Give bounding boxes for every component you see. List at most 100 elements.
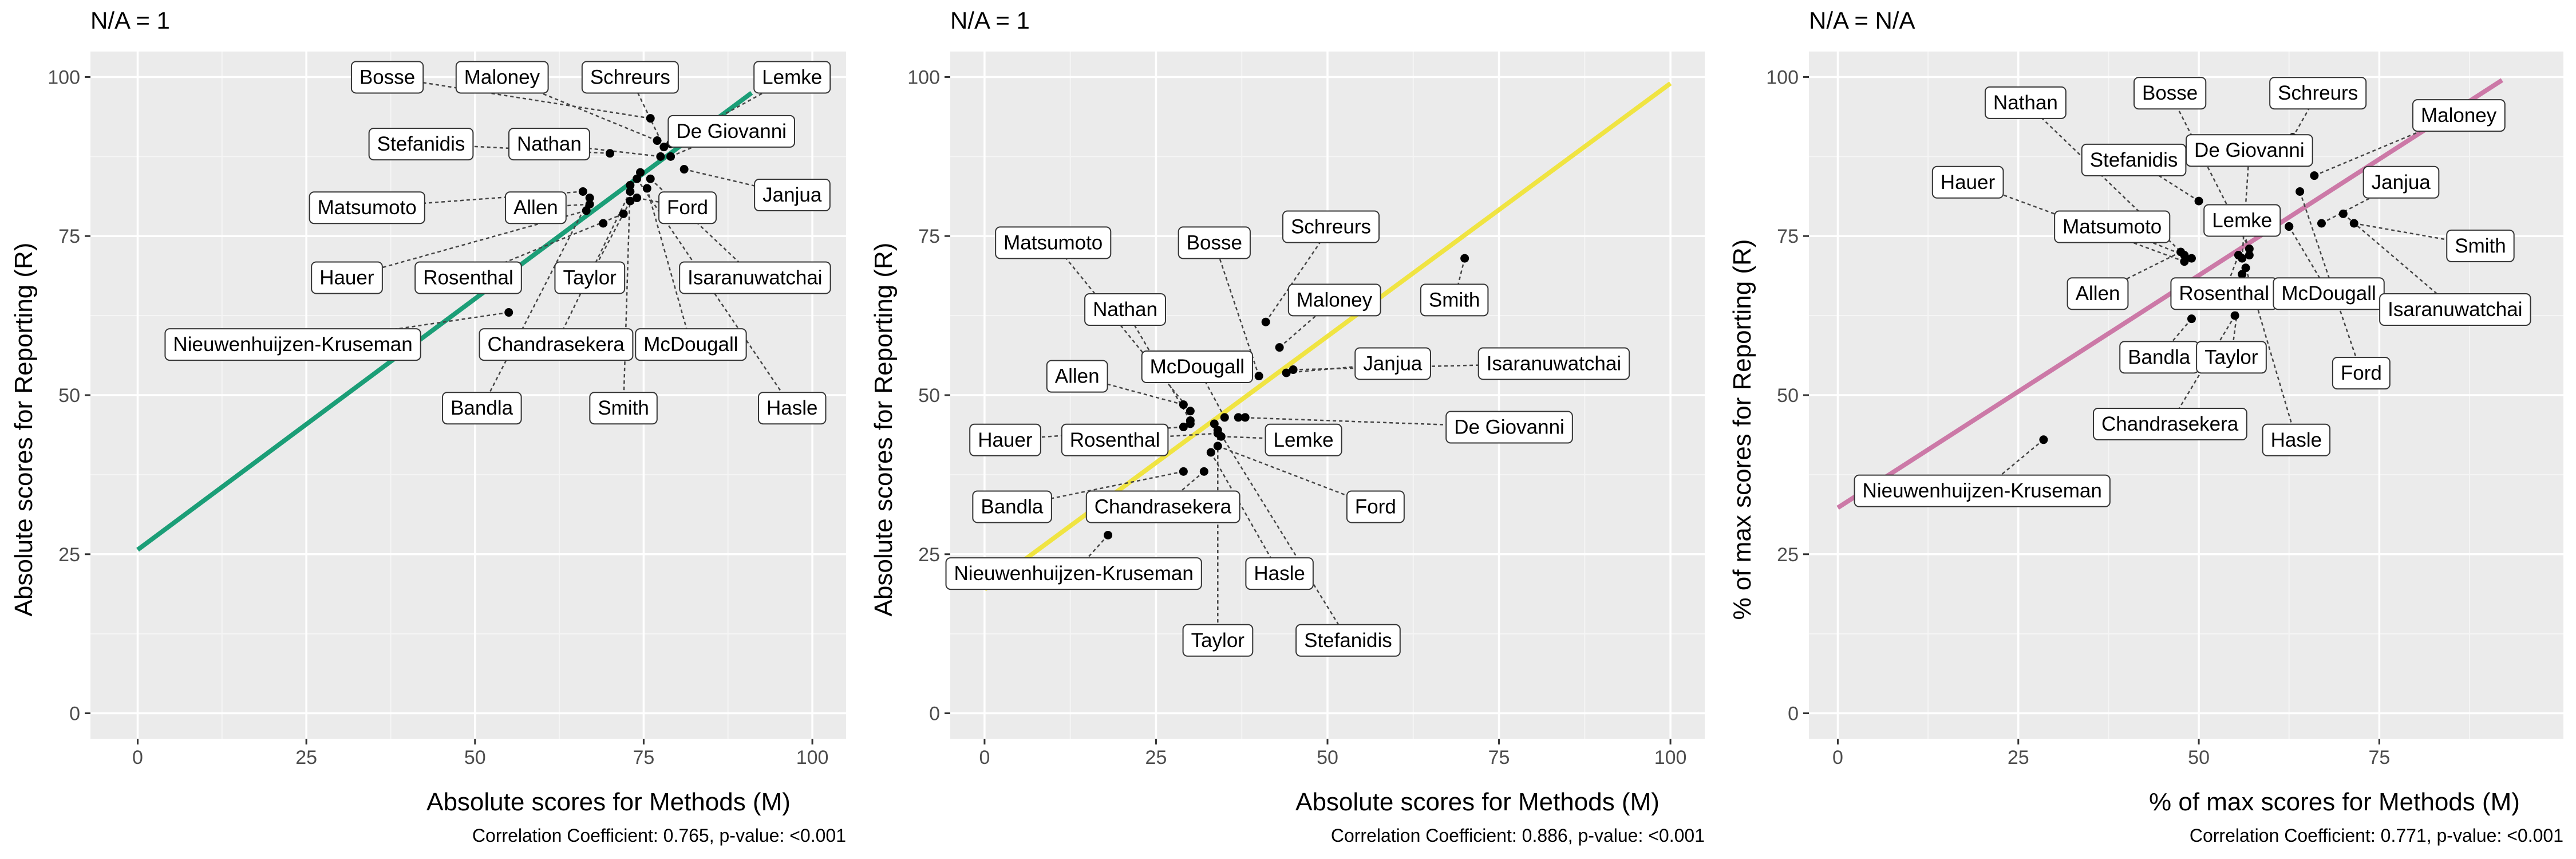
data-point — [1206, 448, 1215, 457]
data-label-text: Ford — [1355, 495, 1396, 518]
data-label: Isaranuwatchai — [679, 261, 831, 294]
data-label-box — [635, 328, 747, 361]
data-label-box — [2362, 166, 2440, 199]
x-tick-label: 100 — [796, 747, 829, 769]
y-tick-label: 50 — [58, 385, 80, 407]
x-axis-title: Absolute scores for Methods (M) — [426, 788, 791, 816]
regression-line — [1836, 78, 2503, 510]
label-connector — [2025, 101, 2185, 256]
data-label: Schreurs — [2269, 77, 2367, 110]
data-label: Chandrasekera — [2092, 408, 2247, 440]
data-point — [582, 206, 591, 215]
data-point — [2338, 209, 2348, 218]
x-axis-title: % of max scores for Methods (M) — [2149, 788, 2520, 816]
label-connector — [1981, 439, 2044, 491]
y-axis-title: Absolute scores for Reporting (R) — [870, 243, 898, 617]
data-label-text: Nathan — [1093, 298, 1157, 321]
data-label-text: Maloney — [2421, 104, 2497, 127]
x-tick-label: 75 — [2368, 747, 2390, 769]
y-tick-label: 0 — [69, 703, 80, 725]
label-connector — [646, 188, 692, 345]
data-label-box — [1245, 557, 1314, 590]
data-point — [1220, 413, 1229, 422]
data-label-box — [368, 128, 474, 161]
data-label-box — [1354, 347, 1431, 380]
data-label-text: Allen — [513, 196, 558, 219]
label-connector — [1214, 423, 1349, 641]
data-label: Chandrasekera — [479, 328, 634, 361]
data-point — [1282, 368, 1291, 377]
data-point — [646, 114, 655, 123]
data-label-text: Lemke — [1274, 429, 1334, 451]
data-label-box — [2446, 229, 2515, 262]
panel-title: N/A = 1 — [90, 7, 170, 34]
data-label-box — [1854, 474, 2111, 507]
data-label-text: Chandrasekera — [488, 333, 625, 356]
data-point — [1179, 423, 1188, 432]
data-label: Nathan — [1084, 293, 1166, 326]
data-label-text: Hauer — [1941, 171, 1996, 194]
data-label-text: Nieuwenhuijzen-Kruseman — [1863, 480, 2102, 502]
data-label-box — [2269, 77, 2367, 110]
data-label-text: Bandla — [2128, 346, 2191, 368]
data-label-text: Hasle — [2271, 429, 2322, 451]
data-point — [2194, 196, 2203, 206]
panel-title: N/A = N/A — [1809, 7, 1915, 34]
data-point — [626, 187, 635, 196]
data-label-text: Stefanidis — [1304, 629, 1392, 652]
y-tick-label: 50 — [918, 385, 940, 407]
data-label-box — [658, 191, 717, 224]
data-label: Matsumoto — [2054, 210, 2171, 243]
data-label-box — [455, 61, 549, 94]
data-label: Taylor — [1182, 624, 1254, 657]
data-label-text: Matsumoto — [2063, 216, 2162, 238]
x-tick-label: 75 — [1488, 747, 1510, 769]
data-label: Rosenthal — [414, 261, 522, 294]
data-label-box — [1445, 411, 1573, 444]
data-label-text: Taylor — [1191, 629, 1245, 652]
data-label-box — [1420, 283, 1489, 317]
data-label-box — [1295, 624, 1401, 657]
data-label-text: Ford — [667, 196, 708, 219]
y-tick-label: 100 — [48, 66, 80, 88]
data-point — [1213, 425, 1222, 435]
data-label-text: Allen — [1055, 365, 1100, 388]
data-label-box — [1346, 490, 1405, 523]
data-label-box — [757, 392, 827, 425]
data-label: Hauer — [969, 423, 1041, 456]
data-label-box — [1084, 293, 1166, 326]
data-label-text: Maloney — [464, 66, 540, 88]
panel-absolute-scores-na1-left: 0 25 50 75 100 0 25 50 75 100 Bosse Maloney Schreurs… — [10, 7, 846, 846]
data-label-text: McDougall — [1150, 356, 1244, 378]
data-label: Chandrasekera — [1085, 490, 1240, 523]
data-label: Stefanidis — [368, 128, 474, 161]
data-label-box — [969, 423, 1041, 456]
panel-percent-max-scores: 0 25 50 75 0 25 50 75 100 Nathan Bosse Schreurs Malo… — [1728, 7, 2563, 846]
data-point — [2187, 314, 2196, 324]
data-label: Lemke — [2203, 204, 2281, 237]
data-label: Hasle — [757, 392, 827, 425]
data-point — [606, 149, 614, 158]
data-label-text: Rosenthal — [2179, 282, 2269, 305]
data-point — [653, 136, 662, 145]
data-label-text: McDougall — [2281, 282, 2376, 305]
data-label-box — [589, 392, 658, 425]
y-tick-label: 25 — [58, 544, 80, 566]
label-connector — [2354, 222, 2481, 247]
data-label-text: Stefanidis — [2090, 149, 2178, 171]
data-label: McDougall — [2273, 277, 2385, 310]
data-label: Taylor — [2196, 341, 2267, 374]
y-tick-label: 0 — [1788, 703, 1799, 725]
data-point — [633, 194, 642, 203]
data-label-box — [1178, 226, 1251, 259]
y-tick-label: 75 — [918, 226, 940, 247]
correlation-caption: Correlation Coefficient: 0.765, p-value:… — [472, 825, 846, 846]
data-point — [1179, 400, 1188, 409]
data-label-box — [1287, 283, 1381, 317]
x-tick-label: 75 — [633, 747, 655, 769]
data-label-text: Janjua — [2372, 171, 2431, 194]
data-point — [578, 187, 587, 196]
label-connector — [1073, 534, 1109, 574]
correlation-caption: Correlation Coefficient: 0.771, p-value:… — [2190, 825, 2563, 846]
